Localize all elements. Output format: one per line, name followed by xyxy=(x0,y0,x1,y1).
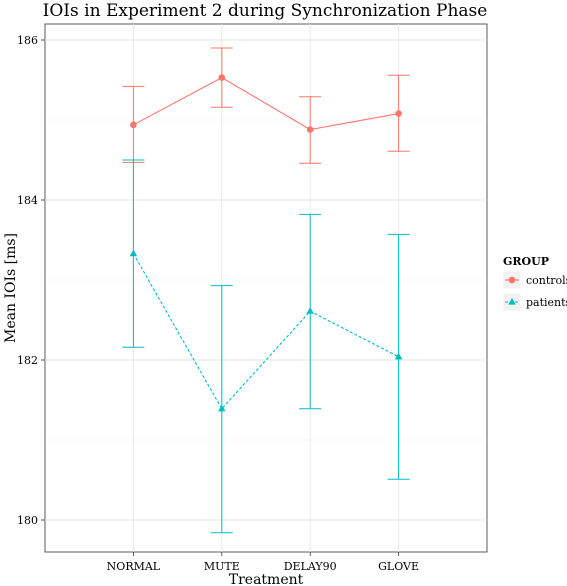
data-point xyxy=(218,404,226,412)
y-tick-label: 184 xyxy=(17,194,38,207)
data-point xyxy=(306,307,314,314)
data-point xyxy=(306,126,314,133)
data-point xyxy=(129,249,138,257)
legend-key-marker xyxy=(508,298,516,305)
legend-label: patients xyxy=(526,296,567,309)
x-axis-title: Treatment xyxy=(229,572,304,586)
grid-minor xyxy=(45,119,487,441)
x-tick-label: DELAY90 xyxy=(284,560,337,573)
series-patients xyxy=(122,159,410,534)
series-layer xyxy=(122,47,410,534)
series-line xyxy=(132,253,399,410)
legend-key xyxy=(502,292,522,312)
plot-panel xyxy=(44,23,488,553)
series-controls xyxy=(122,47,410,164)
x-tick-label: MUTE xyxy=(204,560,240,573)
data-point xyxy=(394,352,403,360)
data-point xyxy=(130,121,137,129)
y-axis: 180 182 184 186 xyxy=(17,34,45,527)
legend-title: GROUP xyxy=(503,255,549,268)
legend-label: controls xyxy=(526,274,567,287)
y-axis-title: Mean IOIs [ms] xyxy=(3,233,19,343)
legend-key xyxy=(502,270,522,290)
x-axis: NORMAL MUTE DELAY90 GLOVE xyxy=(107,552,419,573)
y-tick-label: 182 xyxy=(17,354,38,367)
data-point xyxy=(395,110,402,117)
legend: GROUP controls patients xyxy=(502,255,567,312)
legend-key-marker xyxy=(508,276,516,284)
chart-title: IOIs in Experiment 2 during Synchronizat… xyxy=(43,1,488,21)
series-line xyxy=(133,76,399,131)
y-tick-label: 180 xyxy=(17,514,38,527)
x-tick-label: GLOVE xyxy=(378,560,419,573)
data-point xyxy=(218,74,226,81)
x-tick-label: NORMAL xyxy=(107,560,161,573)
y-tick-label: 186 xyxy=(17,34,38,47)
